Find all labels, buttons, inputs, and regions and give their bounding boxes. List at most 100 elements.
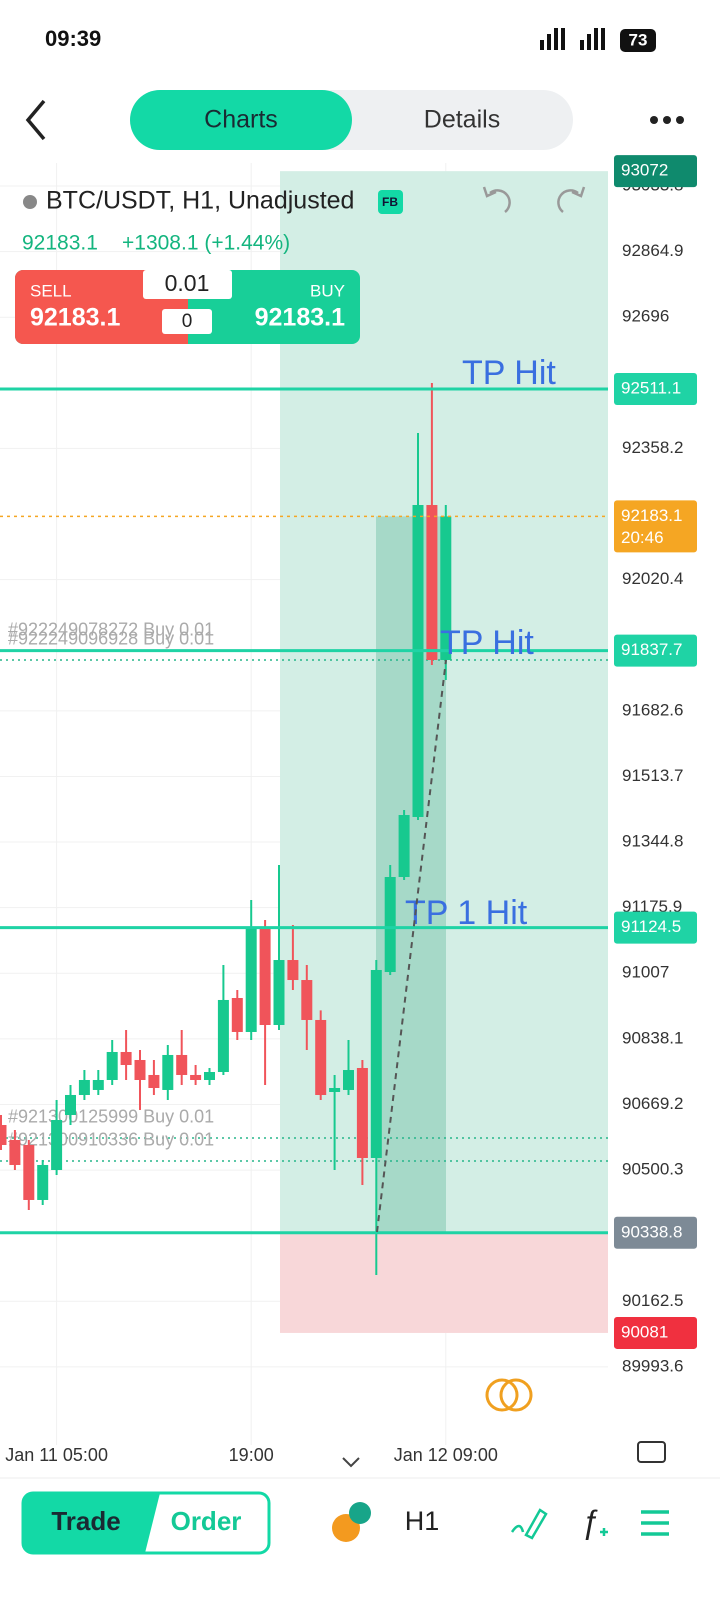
tab-charts[interactable]	[130, 90, 352, 150]
status-dot	[23, 195, 37, 209]
order-label: #921300125999 Buy 0.01	[8, 1107, 214, 1127]
y-tick-label: 90669.2	[622, 1094, 683, 1113]
x-tick-label: Jan 12 09:00	[394, 1445, 498, 1465]
countdown: 20:46	[621, 528, 664, 547]
signal-icons	[540, 28, 605, 50]
y-tick-label: 90500.3	[622, 1160, 683, 1179]
last-price: 92183.1	[22, 232, 98, 255]
y-tick-label: 89993.6	[622, 1356, 683, 1375]
sell-label: SELL	[30, 281, 72, 300]
price-tag-label: 93072	[621, 161, 668, 180]
order-label: #922249078272 Buy 0.01	[8, 620, 214, 640]
trade-label[interactable]: Trade	[51, 1506, 120, 1536]
trend-line	[376, 659, 447, 1233]
indicator-icon[interactable]: ƒ	[581, 1503, 599, 1539]
candle-body	[259, 926, 271, 1025]
tab-label[interactable]: Details	[424, 106, 500, 134]
order-label: #922249096928 Buy 0.01	[8, 629, 214, 649]
candle-body	[440, 516, 452, 660]
loss-zone	[280, 1232, 608, 1333]
battery	[620, 29, 656, 52]
candle-body	[204, 1071, 215, 1080]
candle-body	[78, 1079, 90, 1095]
order-label: #921300910336 Buy 0.01	[8, 1130, 214, 1150]
trade-tab[interactable]	[23, 1493, 160, 1553]
clock: 09:39	[45, 26, 101, 51]
price-tag	[614, 500, 697, 553]
y-tick-label: 91007	[622, 963, 669, 982]
candle-body	[412, 505, 424, 817]
candle-body	[37, 1164, 49, 1200]
more-menu[interactable]	[650, 116, 684, 124]
y-tick-label: 92696	[622, 307, 669, 326]
y-tick-label: 91344.8	[622, 832, 683, 851]
battery-level: 73	[629, 30, 648, 49]
candle-body	[301, 980, 313, 1020]
timeframe[interactable]: H1	[405, 1506, 440, 1536]
candle-body	[384, 877, 396, 973]
candle-body	[370, 969, 382, 1158]
undo[interactable]	[482, 186, 511, 213]
candle-body	[343, 1070, 354, 1090]
candle-body	[245, 926, 257, 1032]
price-tag-label: 91837.7	[621, 640, 682, 659]
price-tag-label: 90338.8	[621, 1222, 682, 1241]
candle-body	[329, 1087, 341, 1092]
x-tick-label: Jan 11 05:00	[5, 1445, 108, 1465]
price-tag	[614, 373, 697, 406]
y-tick-label: 90838.1	[622, 1028, 683, 1047]
menu[interactable]	[641, 1510, 669, 1536]
y-tick-label: 92864.9	[622, 241, 683, 260]
symbol-name: BTC/USDT, H1, Unadjusted	[46, 187, 354, 215]
lot-size[interactable]: 0.01	[165, 270, 210, 296]
candle-body	[162, 1054, 174, 1090]
badge	[378, 190, 403, 214]
candle-body	[92, 1079, 104, 1090]
sell-price[interactable]: 92183.1	[30, 304, 120, 332]
candle-body	[9, 1140, 21, 1165]
y-tick-label: 90162.5	[622, 1291, 683, 1310]
fullscreen[interactable]	[637, 1441, 666, 1463]
y-tick-label: 91175.9	[622, 897, 682, 916]
candle-body	[51, 1120, 63, 1170]
indicator-plus	[600, 1528, 608, 1536]
candle-body	[120, 1051, 132, 1066]
candle-body	[231, 997, 243, 1032]
spread: 0	[182, 311, 193, 332]
spread-box	[162, 309, 212, 334]
price-tag	[614, 1216, 697, 1249]
buy-price[interactable]: 92183.1	[255, 304, 345, 332]
badge-text: FB	[382, 195, 398, 209]
price-tag-label: 91124.5	[621, 917, 681, 936]
price-tag	[614, 911, 697, 944]
candle-body	[148, 1074, 160, 1088]
collapse[interactable]	[342, 1457, 360, 1468]
price-tag	[614, 155, 697, 188]
coin-logo	[485, 1378, 533, 1412]
y-tick-label: 92358.2	[622, 438, 683, 457]
annotation: TP Hit	[462, 354, 556, 392]
price-tag-label: 90081	[621, 1322, 668, 1341]
candle-body	[398, 815, 410, 878]
y-tick-label: 91513.7	[622, 766, 683, 785]
y-tick-label: 91682.6	[622, 700, 683, 719]
redo[interactable]	[557, 186, 586, 213]
coin-icon	[349, 1502, 371, 1524]
candle-body	[356, 1067, 368, 1158]
order-label[interactable]: Order	[171, 1506, 242, 1536]
candle-body	[273, 960, 285, 1025]
candle-body	[65, 1094, 76, 1115]
lot-input[interactable]	[143, 270, 232, 299]
tab-label[interactable]: Charts	[204, 106, 278, 134]
y-tick-label: 92020.4	[622, 569, 683, 588]
candle-body	[426, 505, 438, 660]
candle-body	[134, 1059, 146, 1080]
back-button[interactable]	[25, 99, 46, 141]
candle-body	[315, 1019, 327, 1095]
draw-tool[interactable]	[510, 1508, 548, 1540]
candle-body	[106, 1051, 118, 1080]
candle-body	[217, 999, 229, 1072]
annotation: TP 1 Hit	[405, 894, 528, 932]
x-tick-label: 19:00	[229, 1445, 274, 1465]
